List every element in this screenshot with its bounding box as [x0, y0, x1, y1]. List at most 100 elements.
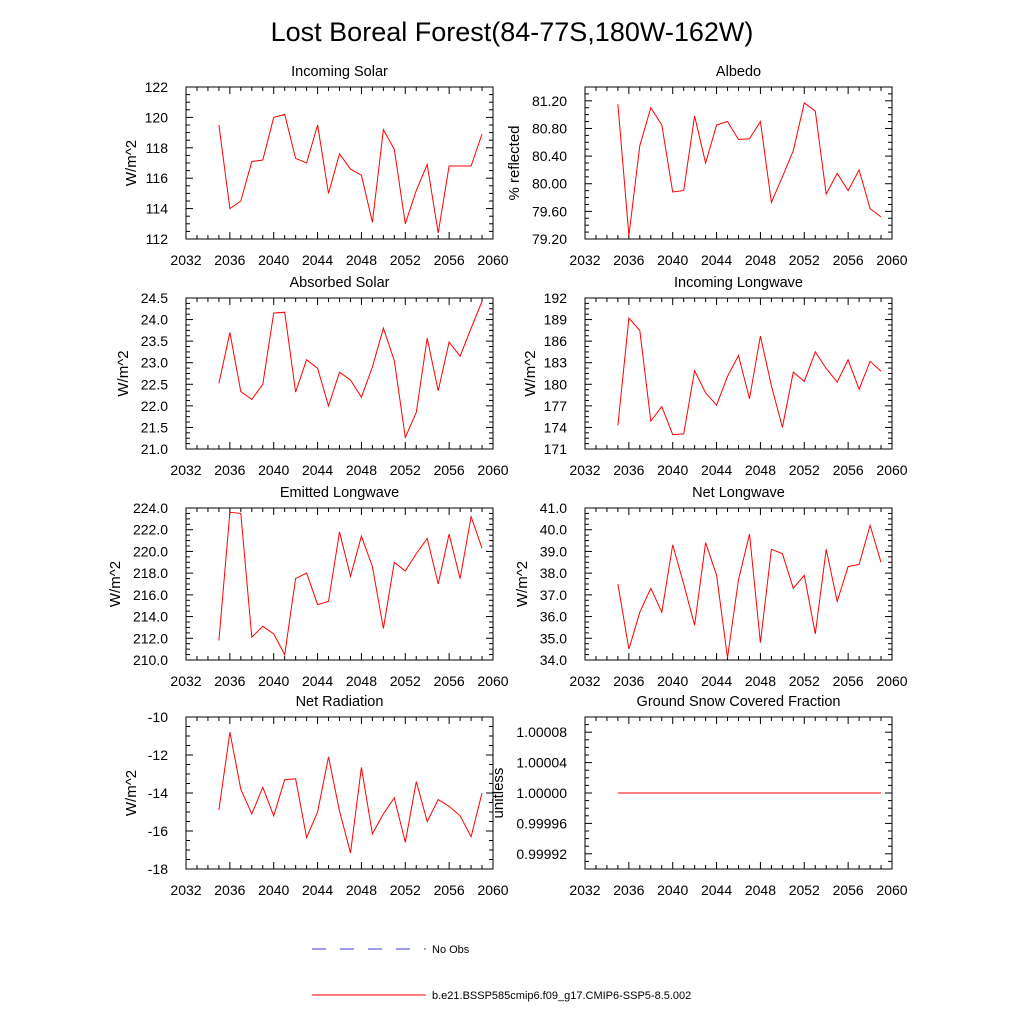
series-line [218, 113, 483, 233]
x-tick-label: 2036 [214, 673, 245, 689]
y-tick-label: 192 [544, 290, 568, 306]
y-tick-label: 40.0 [540, 522, 567, 538]
x-tick-label: 2032 [569, 252, 600, 268]
panel-net-radiation: Net Radiation 2032 2036 2040 2044 2048 2052 205… [123, 694, 509, 898]
x-tick-label: 2036 [214, 462, 245, 478]
y-tick-label: 24.5 [141, 290, 168, 306]
series-line [617, 316, 882, 436]
panel-title: Albedo [716, 64, 761, 80]
panel-frame [185, 507, 494, 661]
x-tick-label: 2056 [434, 673, 465, 689]
panel-net-longwave: Net Longwave 2032 2036 2040 2044 2048 2052 2056… [514, 485, 908, 689]
y-tick-label: 218.0 [133, 565, 168, 581]
x-tick-label: 2032 [170, 882, 201, 898]
x-tick-label: 2036 [613, 462, 644, 478]
y-tick-label: 214.0 [133, 609, 168, 625]
panel-title: Net Longwave [692, 485, 785, 501]
y-tick-label: 0.99992 [516, 846, 567, 862]
x-tick-label: 2060 [477, 673, 508, 689]
x-tick-label: 2036 [613, 882, 644, 898]
x-tick-label: 2044 [701, 882, 732, 898]
y-tick-label: 0.99996 [516, 815, 567, 831]
y-tick-label: 216.0 [133, 587, 168, 603]
x-tick-label: 2032 [569, 673, 600, 689]
y-tick-label: 80.40 [532, 148, 567, 164]
y-axis-label: W/m^2 [123, 770, 140, 816]
figure-title: Lost Boreal Forest(84-77S,180W-162W) [271, 17, 754, 47]
x-tick-label: 2036 [613, 252, 644, 268]
y-tick-label: 120 [145, 109, 169, 125]
y-tick-label: -10 [148, 709, 168, 725]
y-tick-label: 114 [146, 201, 169, 217]
x-tick-label: 2044 [701, 252, 732, 268]
x-tick-label: 2052 [789, 673, 820, 689]
x-tick-label: 2056 [833, 882, 864, 898]
x-tick-label: 2060 [876, 462, 907, 478]
x-tick-label: 2052 [390, 462, 421, 478]
y-tick-label: -16 [148, 823, 168, 839]
y-tick-label: 112 [146, 231, 169, 247]
panel-frame [185, 716, 494, 870]
y-tick-label: 39.0 [540, 543, 567, 559]
x-tick-label: 2048 [745, 882, 776, 898]
y-tick-label: 23.0 [141, 355, 168, 371]
y-tick-label: 1.00008 [516, 724, 567, 740]
y-tick-label: 23.5 [141, 333, 168, 349]
y-tick-label: -12 [148, 747, 168, 763]
y-tick-label: 186 [544, 333, 568, 349]
y-tick-label: 79.60 [532, 203, 567, 219]
panel-incoming-solar: Incoming Solar 2032 2036 2040 2044 2048 2052 20… [123, 64, 509, 268]
x-tick-label: 2036 [613, 673, 644, 689]
y-tick-label: 212.0 [133, 630, 168, 646]
x-tick-label: 2048 [346, 252, 377, 268]
series-line [218, 301, 483, 440]
y-tick-label: 118 [146, 140, 169, 156]
x-tick-label: 2052 [390, 673, 421, 689]
panel-emitted-longwave: Emitted Longwave 2032 2036 2040 2044 2048 2052… [107, 485, 509, 689]
x-tick-label: 2060 [477, 462, 508, 478]
y-tick-label: 38.0 [540, 565, 567, 581]
x-tick-label: 2044 [302, 252, 333, 268]
y-tick-label: 189 [544, 312, 568, 328]
x-tick-label: 2040 [657, 882, 688, 898]
y-tick-label: 222.0 [133, 522, 168, 538]
x-tick-label: 2044 [701, 673, 732, 689]
y-tick-label: 34.0 [540, 652, 567, 668]
y-tick-label: 1.00004 [516, 755, 567, 771]
x-tick-label: 2060 [876, 882, 907, 898]
x-tick-label: 2040 [258, 462, 289, 478]
x-tick-label: 2052 [789, 882, 820, 898]
y-tick-label: 177 [544, 398, 568, 414]
series-line [218, 732, 483, 854]
y-tick-label: 183 [544, 355, 568, 371]
panel-title: Ground Snow Covered Fraction [637, 694, 841, 710]
x-tick-label: 2056 [434, 882, 465, 898]
x-tick-label: 2044 [302, 673, 333, 689]
x-tick-label: 2040 [657, 462, 688, 478]
x-tick-label: 2036 [214, 252, 245, 268]
x-tick-label: 2052 [789, 462, 820, 478]
y-axis-label: W/m^2 [115, 350, 132, 396]
x-tick-label: 2056 [833, 252, 864, 268]
y-axis-label: W/m^2 [123, 140, 140, 186]
panel-title: Absorbed Solar [290, 275, 390, 291]
y-tick-label: 80.00 [532, 176, 567, 192]
x-tick-label: 2060 [477, 252, 508, 268]
x-tick-label: 2048 [745, 673, 776, 689]
legend: No Obs b.e21.BSSP585cmip6.f09_g17.CMIP6-… [312, 944, 691, 1002]
y-tick-label: 22.5 [141, 376, 168, 392]
x-tick-label: 2040 [258, 673, 289, 689]
x-tick-label: 2060 [477, 882, 508, 898]
series-line [218, 511, 483, 657]
x-tick-label: 2056 [833, 462, 864, 478]
x-tick-label: 2036 [214, 882, 245, 898]
series-line [617, 102, 882, 236]
y-tick-label: 24.0 [141, 312, 168, 328]
panel-ground-snow-covered-fraction: Ground Snow Covered Fraction 2032 2036 2040… [490, 694, 908, 898]
y-tick-label: 174 [544, 419, 568, 435]
legend-label-model: b.e21.BSSP585cmip6.f09_g17.CMIP6-SSP5-8.… [432, 990, 691, 1002]
x-tick-label: 2040 [258, 882, 289, 898]
y-tick-label: -14 [148, 785, 168, 801]
x-tick-label: 2052 [789, 252, 820, 268]
